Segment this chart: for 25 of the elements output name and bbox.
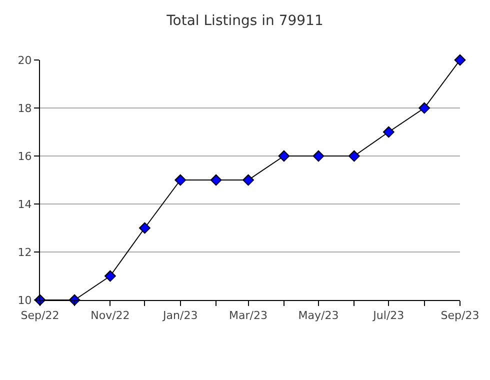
point [278,150,290,162]
point [139,222,150,234]
x-tick-label: Mar/23 [229,309,268,322]
x-tick-label: Nov/22 [90,309,130,322]
x-tick-label: May/23 [298,309,339,322]
x-tick-label: Jan/23 [162,309,198,322]
y-tick-label: 20 [18,54,32,67]
point [210,174,222,186]
y-tick-label: 18 [18,102,32,115]
y-tick-label: 10 [18,294,32,307]
point [312,150,324,162]
point [418,102,430,114]
point [174,174,186,186]
point [454,54,466,66]
y-tick-label: 16 [18,150,32,163]
y-tick-label: 12 [18,246,32,259]
x-tick-label: Sep/23 [440,309,480,322]
x-tick-label: Sep/22 [20,309,60,322]
y-tick-label: 14 [18,198,32,211]
point [348,150,360,162]
point [104,270,116,282]
chart-title: Total Listings in 79911 [166,13,324,29]
point [382,126,394,138]
x-tick-label: Jul/23 [372,309,404,322]
point [242,174,254,186]
